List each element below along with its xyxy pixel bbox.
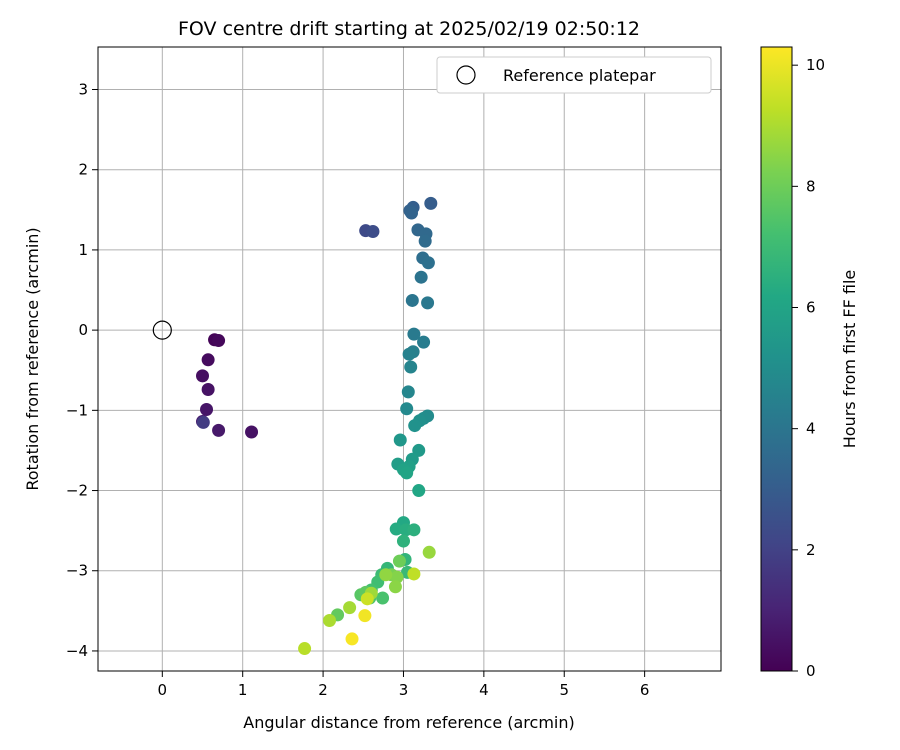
x-tick-label: 4 [479, 681, 489, 699]
colorbar: 0 2 4 6 8 10 Hours from first FF file [760, 46, 859, 680]
y-tick-label: 2 [78, 161, 88, 179]
data-point [393, 433, 407, 447]
data-point [405, 206, 419, 220]
y-tick-label: 1 [78, 241, 88, 259]
x-tick-label: 3 [399, 681, 409, 699]
data-point [389, 522, 403, 536]
data-point [343, 601, 357, 615]
chart-title: FOV centre drift starting at 2025/02/19 … [178, 18, 640, 40]
x-tick-label: 5 [559, 681, 569, 699]
legend-label: Reference platepar [503, 66, 656, 85]
data-point [400, 466, 414, 480]
data-point [388, 580, 402, 594]
data-point [201, 382, 215, 396]
data-point [407, 523, 421, 537]
colorbar-ticks: 0 2 4 6 8 10 [792, 56, 825, 680]
x-tick-label: 1 [238, 681, 248, 699]
data-point [400, 402, 414, 416]
data-point [405, 293, 419, 307]
x-axis-ticks: 0 1 2 3 4 5 6 [158, 671, 650, 699]
colorbar-tick-label: 2 [806, 541, 816, 559]
y-tick-label: −2 [66, 482, 88, 500]
y-axis-label: Rotation from reference (arcmin) [23, 227, 42, 490]
data-point [366, 224, 380, 238]
data-point [379, 568, 393, 582]
y-tick-label: −3 [66, 562, 88, 580]
data-point [414, 270, 428, 284]
data-point [407, 327, 421, 341]
data-point [376, 591, 390, 605]
data-point [417, 335, 431, 349]
data-point [396, 534, 410, 548]
x-tick-label: 2 [318, 681, 328, 699]
data-point [196, 369, 210, 383]
data-point [200, 403, 214, 417]
colorbar-tick-label: 8 [806, 177, 816, 195]
colorbar-tick-label: 4 [806, 420, 816, 438]
data-point [212, 334, 226, 348]
data-point [407, 567, 421, 581]
data-point [196, 415, 210, 429]
data-point [402, 347, 416, 361]
data-point [404, 360, 418, 374]
colorbar-gradient [760, 46, 793, 672]
data-point [345, 632, 359, 646]
data-point [421, 256, 435, 270]
data-point [298, 642, 312, 656]
plot-frame [97, 46, 722, 672]
y-tick-label: 3 [78, 81, 88, 99]
data-point [360, 592, 374, 606]
data-point [323, 613, 337, 627]
legend-box [436, 56, 712, 94]
legend: Reference platepar [436, 56, 712, 94]
data-point [421, 296, 435, 310]
data-point [390, 570, 404, 584]
x-tick-label: 0 [158, 681, 168, 699]
colorbar-label: Hours from first FF file [840, 270, 859, 449]
data-point [201, 353, 215, 367]
data-point [212, 423, 226, 437]
reference-marker [152, 320, 172, 340]
y-tick-label: −1 [66, 401, 88, 419]
colorbar-tick-label: 10 [806, 56, 825, 74]
y-axis-ticks: −4 −3 −2 −1 0 1 2 3 [66, 81, 98, 660]
data-point [392, 554, 406, 568]
data-point [358, 609, 372, 623]
y-tick-label: 0 [78, 321, 88, 339]
data-point [422, 545, 436, 559]
legend-marker [456, 65, 476, 85]
x-axis-label: Angular distance from reference (arcmin) [243, 713, 574, 732]
data-point [412, 484, 426, 498]
data-point [424, 196, 438, 210]
y-tick-label: −4 [66, 642, 88, 660]
data-point [401, 385, 415, 399]
data-points [196, 196, 438, 656]
data-point [245, 425, 259, 439]
colorbar-tick-label: 0 [806, 662, 816, 680]
colorbar-tick-label: 6 [806, 299, 816, 317]
data-point [408, 419, 422, 433]
x-tick-label: 6 [640, 681, 650, 699]
data-point [418, 234, 432, 248]
